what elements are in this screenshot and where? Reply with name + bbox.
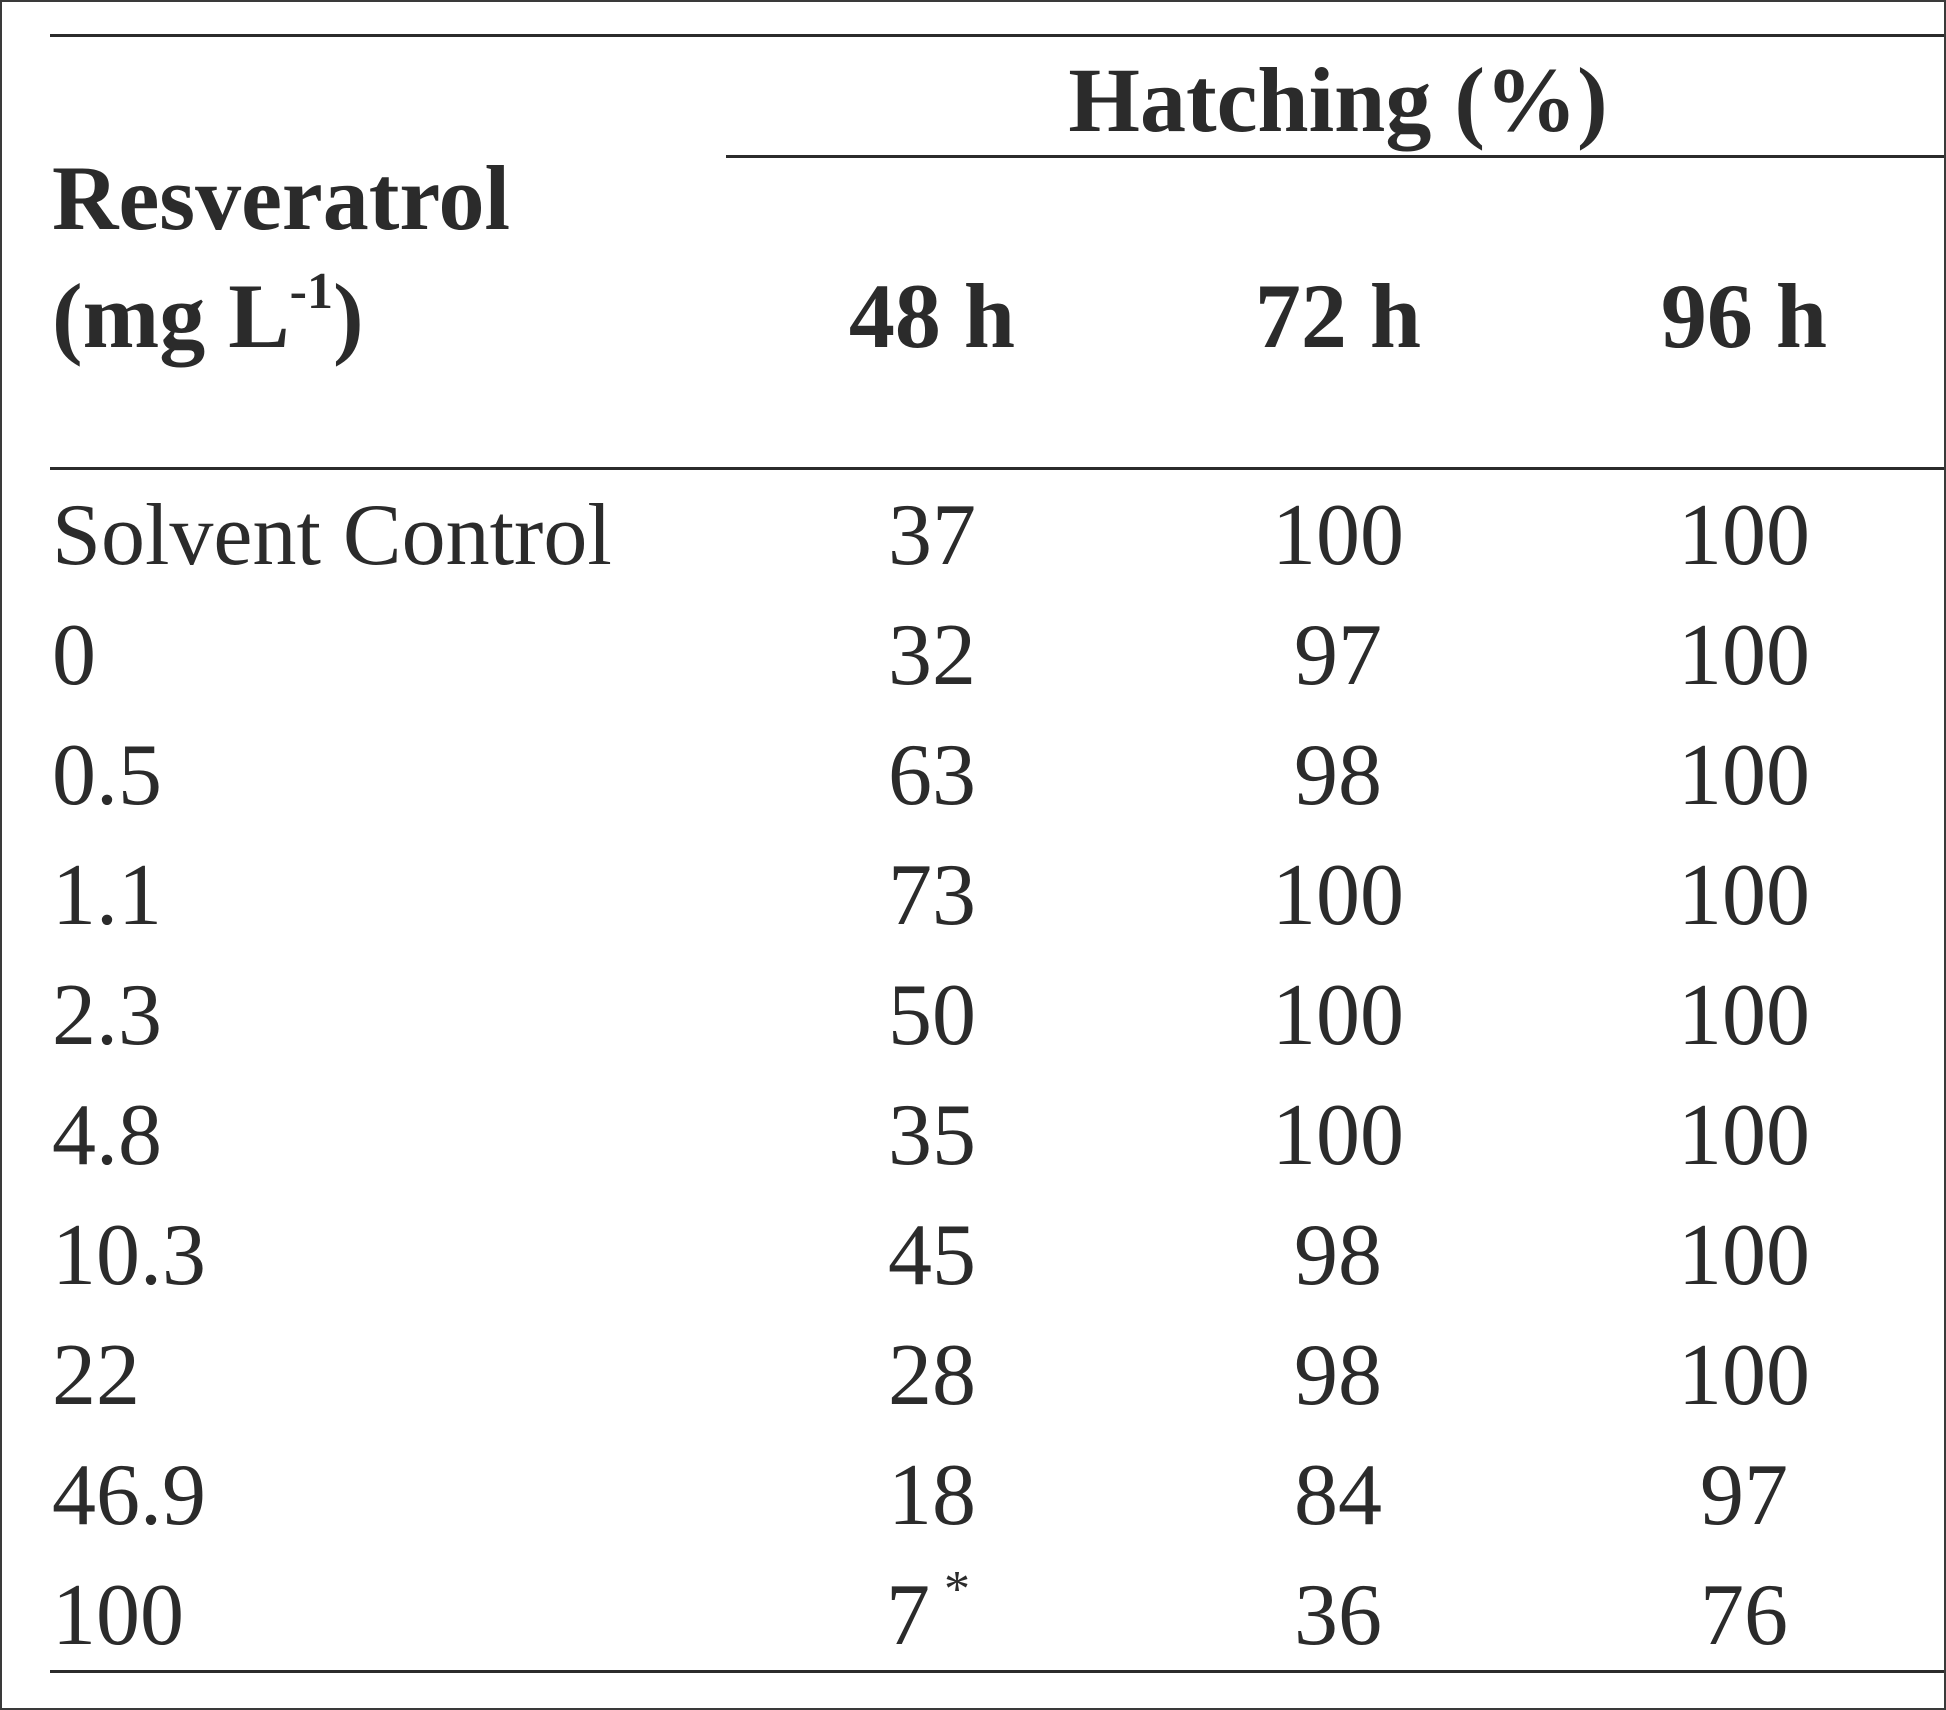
cell-96h: 100 (1678, 967, 1810, 1064)
row-header-line1: Resveratrol (52, 147, 511, 249)
row-label: 100 (52, 1567, 184, 1664)
cell-48h: 7 * (886, 1564, 970, 1660)
cell-48h: 18 (888, 1447, 976, 1544)
row-label: 0 (52, 607, 96, 704)
row-label: 4.8 (52, 1087, 162, 1184)
cell-96h: 100 (1678, 487, 1810, 584)
cell-96h: 97 (1700, 1447, 1788, 1544)
cell-96h: 76 (1700, 1567, 1788, 1664)
cell-96h: 100 (1678, 607, 1810, 704)
cell-72h: 98 (1294, 727, 1382, 824)
row-label: 10.3 (52, 1207, 206, 1304)
cell-72h: 100 (1272, 847, 1404, 944)
row-header-unit-suffix: ) (332, 265, 364, 367)
column-header-96h: 96 h (1660, 265, 1828, 367)
cell-48h: 32 (888, 607, 976, 704)
cell-72h: 100 (1272, 1087, 1404, 1184)
row-label: 22 (52, 1327, 140, 1424)
row-header-unit-superscript: -1 (289, 263, 333, 320)
cell-48h: 28 (888, 1327, 976, 1424)
row-header-unit-prefix: (mg L (52, 265, 290, 367)
cell-72h: 36 (1294, 1567, 1382, 1664)
column-header-72h: 72 h (1254, 265, 1422, 367)
row-header-line2: (mg L-1) (52, 266, 364, 363)
cell-72h: 98 (1294, 1207, 1382, 1304)
significance-asterisk: * (944, 1561, 970, 1618)
cell-48h-value: 7 (886, 1567, 930, 1664)
cell-96h: 100 (1678, 1327, 1810, 1424)
row-label: 46.9 (52, 1447, 206, 1544)
cell-48h: 50 (888, 967, 976, 1064)
cell-48h: 35 (888, 1087, 976, 1184)
cell-72h: 100 (1272, 967, 1404, 1064)
cell-96h: 100 (1678, 847, 1810, 944)
row-label: 0.5 (52, 727, 162, 824)
cell-72h: 100 (1272, 487, 1404, 584)
cell-72h: 84 (1294, 1447, 1382, 1544)
cell-48h: 73 (888, 847, 976, 944)
row-label: 2.3 (52, 967, 162, 1064)
row-label: 1.1 (52, 847, 162, 944)
cell-48h: 63 (888, 727, 976, 824)
column-header-48h: 48 h (848, 265, 1016, 367)
cell-72h: 97 (1294, 607, 1382, 704)
row-label: Solvent Control (52, 487, 612, 584)
bottom-rule (50, 1670, 1944, 1673)
cell-48h: 45 (888, 1207, 976, 1304)
cell-96h: 100 (1678, 1087, 1810, 1184)
top-rule (50, 34, 1944, 37)
group-header-hatching: Hatching (%) (1068, 49, 1608, 151)
cell-96h: 100 (1678, 1207, 1810, 1304)
group-header-rule (726, 155, 1944, 158)
cell-48h: 37 (888, 487, 976, 584)
cell-96h: 100 (1678, 727, 1810, 824)
header-bottom-rule (50, 467, 1944, 470)
cell-72h: 98 (1294, 1327, 1382, 1424)
